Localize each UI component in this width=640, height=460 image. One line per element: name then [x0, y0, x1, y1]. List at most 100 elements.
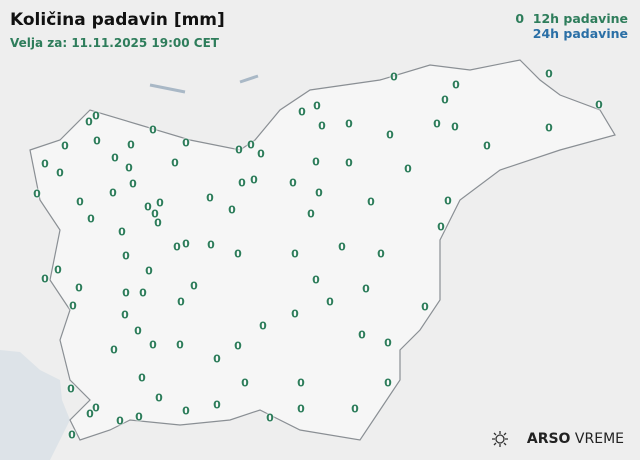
station-value[interactable]: 0: [433, 117, 441, 131]
station-value[interactable]: 0: [190, 279, 198, 293]
station-value[interactable]: 0: [384, 336, 392, 350]
station-value[interactable]: 0: [76, 195, 84, 209]
station-value[interactable]: 0: [421, 300, 429, 314]
station-value[interactable]: 0: [135, 410, 143, 424]
station-value[interactable]: 0: [138, 371, 146, 385]
station-value[interactable]: 0: [241, 376, 249, 390]
station-value[interactable]: 0: [390, 70, 398, 84]
station-value[interactable]: 0: [362, 282, 370, 296]
station-value[interactable]: 0: [234, 247, 242, 261]
station-value[interactable]: 0: [125, 161, 133, 175]
station-value[interactable]: 0: [145, 264, 153, 278]
station-value[interactable]: 0: [173, 240, 181, 254]
station-value[interactable]: 0: [144, 200, 152, 214]
station-value[interactable]: 0: [139, 286, 147, 300]
station-value[interactable]: 0: [75, 281, 83, 295]
station-value[interactable]: 0: [116, 414, 124, 428]
station-value[interactable]: 0: [67, 382, 75, 396]
station-value[interactable]: 0: [452, 78, 460, 92]
station-value[interactable]: 0: [171, 156, 179, 170]
station-value[interactable]: 0: [154, 216, 162, 230]
station-value[interactable]: 0: [386, 128, 394, 142]
station-value[interactable]: 0: [384, 376, 392, 390]
station-value[interactable]: 0: [56, 166, 64, 180]
station-value[interactable]: 0: [182, 237, 190, 251]
station-value[interactable]: 0: [129, 177, 137, 191]
station-value[interactable]: 0: [122, 286, 130, 300]
station-value[interactable]: 0: [298, 105, 306, 119]
station-value[interactable]: 0: [250, 173, 258, 187]
station-value[interactable]: 0: [312, 155, 320, 169]
station-value[interactable]: 0: [61, 139, 69, 153]
station-value[interactable]: 0: [444, 194, 452, 208]
station-value[interactable]: 0: [377, 247, 385, 261]
arso-logo[interactable]: ARSO VREME: [491, 430, 624, 448]
station-value[interactable]: 0: [68, 428, 76, 442]
station-value[interactable]: 0: [483, 139, 491, 153]
station-value[interactable]: 0: [85, 115, 93, 129]
station-value[interactable]: 0: [206, 191, 214, 205]
station-value[interactable]: 0: [41, 157, 49, 171]
station-value[interactable]: 0: [247, 138, 255, 152]
station-value[interactable]: 0: [257, 147, 265, 161]
station-value[interactable]: 0: [297, 402, 305, 416]
station-value[interactable]: 0: [149, 123, 157, 137]
station-value[interactable]: 0: [134, 324, 142, 338]
station-value[interactable]: 0: [345, 117, 353, 131]
station-value[interactable]: 0: [289, 176, 297, 190]
station-value[interactable]: 0: [110, 343, 118, 357]
station-value[interactable]: 0: [441, 93, 449, 107]
station-value[interactable]: 0: [69, 299, 77, 313]
station-value[interactable]: 0: [122, 249, 130, 263]
station-value[interactable]: 0: [338, 240, 346, 254]
station-value[interactable]: 0: [545, 67, 553, 81]
station-value[interactable]: 0: [291, 247, 299, 261]
station-value[interactable]: 0: [367, 195, 375, 209]
station-value[interactable]: 0: [155, 391, 163, 405]
station-value[interactable]: 0: [315, 186, 323, 200]
station-value[interactable]: 0: [182, 136, 190, 150]
station-value[interactable]: 0: [345, 156, 353, 170]
station-value[interactable]: 0: [176, 338, 184, 352]
station-value[interactable]: 0: [109, 186, 117, 200]
station-value[interactable]: 0: [207, 238, 215, 252]
station-value[interactable]: 0: [228, 203, 236, 217]
station-value[interactable]: 0: [149, 338, 157, 352]
station-value[interactable]: 0: [213, 352, 221, 366]
station-value[interactable]: 0: [87, 212, 95, 226]
station-value[interactable]: 0: [93, 134, 101, 148]
station-value[interactable]: 0: [121, 308, 129, 322]
station-value[interactable]: 0: [307, 207, 315, 221]
station-value[interactable]: 0: [86, 407, 94, 421]
station-value[interactable]: 0: [234, 339, 242, 353]
station-value[interactable]: 0: [259, 319, 267, 333]
station-value[interactable]: 0: [358, 328, 366, 342]
station-value[interactable]: 0: [451, 120, 459, 134]
station-value[interactable]: 0: [545, 121, 553, 135]
station-value[interactable]: 0: [127, 138, 135, 152]
station-value[interactable]: 0: [33, 187, 41, 201]
station-value[interactable]: 0: [151, 207, 159, 221]
station-value[interactable]: 0: [92, 401, 100, 415]
station-value[interactable]: 0: [213, 398, 221, 412]
station-value[interactable]: 0: [92, 109, 100, 123]
station-value[interactable]: 0: [326, 295, 334, 309]
station-value[interactable]: 0: [54, 263, 62, 277]
station-value[interactable]: 0: [437, 220, 445, 234]
station-value[interactable]: 0: [177, 295, 185, 309]
station-value[interactable]: 0: [312, 273, 320, 287]
station-value[interactable]: 0: [118, 225, 126, 239]
station-value[interactable]: 0: [291, 307, 299, 321]
station-value[interactable]: 0: [111, 151, 119, 165]
station-value[interactable]: 0: [41, 272, 49, 286]
station-value[interactable]: 0: [351, 402, 359, 416]
station-value[interactable]: 0: [156, 196, 164, 210]
station-value[interactable]: 0: [238, 176, 246, 190]
station-value[interactable]: 0: [313, 99, 321, 113]
station-value[interactable]: 0: [595, 98, 603, 112]
station-value[interactable]: 0: [182, 404, 190, 418]
station-value[interactable]: 0: [235, 143, 243, 157]
station-value[interactable]: 0: [318, 119, 326, 133]
station-value[interactable]: 0: [297, 376, 305, 390]
